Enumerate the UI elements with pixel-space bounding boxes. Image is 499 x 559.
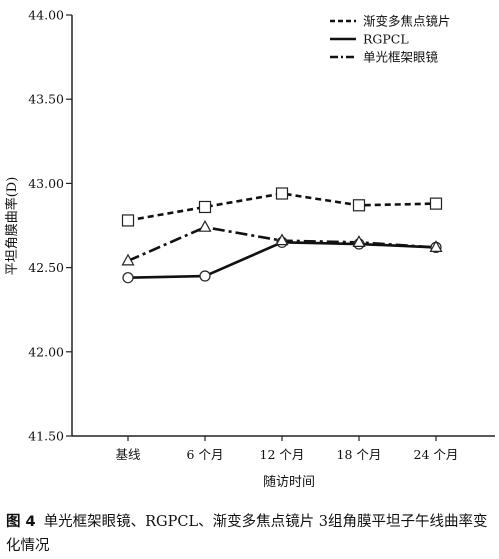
- y-axis-ticks: 41.50 42.00 42.50 43.00 43.50 44.00: [28, 8, 72, 444]
- x-tick-label: 18 个月: [337, 447, 382, 462]
- x-tick-label: 12 个月: [260, 447, 305, 462]
- data-point: [198, 200, 212, 214]
- legend-label: RGPCL: [363, 32, 409, 47]
- x-axis-label: 随访时间: [263, 475, 315, 490]
- y-tick-label: 41.50: [28, 429, 64, 444]
- legend-label: 单光框架眼镜: [363, 50, 439, 65]
- data-point: [275, 233, 289, 246]
- data-point: [352, 199, 366, 212]
- figure-label: 图 4: [6, 514, 36, 530]
- y-tick-label: 42.50: [28, 260, 64, 275]
- figure-caption: 图 4 单光框架眼镜、RGPCL、渐变多焦点镜片 3组角膜平坦子午线曲率变化情况: [6, 510, 496, 558]
- data-point: [121, 214, 135, 227]
- data-point: [275, 187, 289, 200]
- chart-axes: [71, 15, 495, 437]
- data-point: [121, 253, 135, 266]
- y-axis-label: 平坦角膜曲率(D): [4, 177, 20, 276]
- line-chart: 41.50 42.00 42.50 43.00 43.50 44.00 基线 6 个月 12 …: [4, 8, 495, 490]
- data-point: [352, 235, 366, 247]
- y-tick-label: 42.00: [28, 344, 64, 359]
- data-point: [199, 270, 211, 282]
- x-tick-label: 24 个月: [414, 447, 459, 462]
- y-tick-label: 43.00: [28, 176, 64, 191]
- y-tick-label: 44.00: [28, 8, 64, 23]
- series-markers: [121, 187, 443, 284]
- data-point: [429, 197, 443, 210]
- y-tick-label: 43.50: [28, 92, 64, 107]
- data-point: [198, 219, 212, 232]
- data-point: [429, 240, 443, 252]
- figure-caption-text: 单光框架眼镜、RGPCL、渐变多焦点镜片 3组角膜平坦子午线曲率变化情况: [6, 514, 488, 554]
- data-point: [122, 272, 134, 284]
- legend: 渐变多焦点镜片 RGPCL 单光框架眼镜: [330, 14, 451, 65]
- x-tick-label: 基线: [115, 447, 141, 462]
- x-tick-label: 6 个月: [187, 447, 224, 462]
- series-line: [127, 192, 437, 222]
- legend-label: 渐变多焦点镜片: [363, 14, 451, 29]
- x-axis-ticks: 基线 6 个月 12 个月 18 个月 24 个月: [115, 436, 458, 462]
